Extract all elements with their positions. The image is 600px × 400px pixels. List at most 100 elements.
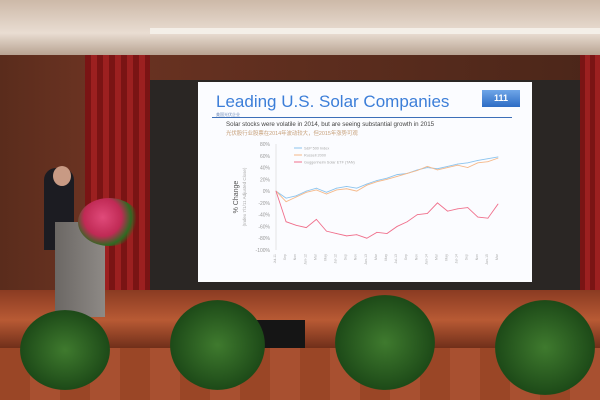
x-tick-label: Sep	[283, 254, 287, 260]
y-axis-sublabel: (Index 7/1/11 Adjusted Close)	[242, 167, 247, 226]
data-point	[426, 165, 428, 167]
data-point	[467, 167, 469, 168]
data-point	[305, 191, 307, 193]
series-line	[275, 157, 499, 203]
x-tick-label: Mar	[495, 253, 499, 260]
x-tick-label: May	[445, 254, 449, 261]
y-tick-label: 40%	[260, 166, 271, 172]
y-tick-label: -80%	[258, 236, 270, 242]
x-tick-label: May	[384, 254, 388, 261]
data-point	[437, 202, 438, 204]
curtain-right	[580, 55, 600, 290]
data-point	[386, 177, 388, 179]
flower-arrangement	[78, 198, 140, 246]
data-point	[497, 203, 499, 205]
data-point	[487, 217, 489, 219]
slide-title-cn: 美国光伏企业	[216, 112, 240, 117]
x-tick-label: Jan-15	[485, 254, 489, 265]
data-point	[346, 235, 348, 237]
data-point	[487, 161, 489, 163]
data-point	[386, 233, 388, 234]
data-point	[396, 175, 398, 177]
plant	[335, 295, 435, 390]
data-point	[346, 188, 348, 190]
data-point	[356, 234, 358, 236]
y-tick-label: 60%	[260, 154, 271, 160]
data-point	[467, 162, 469, 164]
data-point	[366, 237, 368, 239]
legend-label: Russell 2000	[304, 154, 326, 158]
data-point	[437, 168, 438, 170]
data-point	[386, 178, 388, 180]
data-point	[336, 233, 337, 234]
data-point	[356, 187, 358, 189]
data-point	[426, 213, 428, 214]
data-point	[336, 187, 337, 189]
data-point	[295, 196, 297, 198]
data-point	[326, 230, 327, 232]
data-point	[487, 158, 489, 160]
data-point	[315, 189, 317, 191]
data-point	[326, 193, 327, 195]
data-point	[295, 224, 297, 226]
data-point	[336, 189, 337, 191]
x-tick-label: Sep	[465, 254, 469, 260]
data-point	[346, 186, 348, 187]
x-tick-label: Mar	[374, 253, 378, 260]
x-tick-label: Sep	[344, 254, 348, 260]
ceiling	[0, 0, 600, 55]
data-point	[447, 167, 448, 168]
x-tick-label: Jan-13	[364, 254, 368, 265]
x-tick-label: Mar	[434, 253, 438, 260]
data-point	[305, 227, 307, 229]
logo: 111	[482, 90, 520, 107]
legend-label: Guggenheim Solar ETF (TAN)	[304, 161, 356, 165]
plant	[495, 300, 595, 395]
presentation-slide: Leading U.S. Solar Companies 美国光伏企业 111 …	[198, 82, 532, 282]
data-point	[416, 170, 418, 171]
data-point	[477, 162, 479, 164]
x-tick-label: Nov	[354, 254, 358, 260]
data-point	[295, 195, 297, 197]
line-chart: 80%60%40%20%0%-20%-40%-60%-80%-100%Jul-1…	[233, 142, 499, 265]
x-tick-label: Nov	[293, 254, 297, 260]
x-tick-label: Nov	[414, 254, 418, 260]
data-point	[366, 184, 368, 186]
x-tick-label: May	[323, 254, 327, 261]
data-point	[376, 181, 378, 183]
data-point	[477, 160, 479, 161]
y-tick-label: -40%	[258, 213, 270, 219]
data-point	[326, 191, 327, 193]
x-tick-label: Sep	[404, 254, 408, 260]
data-point	[457, 163, 459, 165]
x-tick-label: Jan-14	[424, 254, 428, 265]
title-divider	[212, 117, 512, 118]
data-point	[376, 231, 378, 233]
series-line	[275, 190, 499, 239]
data-point	[437, 169, 438, 171]
speaker-head	[53, 166, 71, 186]
data-point	[447, 165, 448, 167]
y-tick-label: -60%	[258, 224, 270, 230]
data-point	[457, 208, 459, 210]
data-point	[315, 218, 317, 220]
slide-subtitle-cn: 光伏股行业股票在2014年波动较大，但2015年涨势可观	[226, 131, 358, 137]
slide-title: Leading U.S. Solar Companies	[216, 92, 450, 111]
slide-subtitle: Solar stocks were volatile in 2014, but …	[226, 121, 435, 128]
y-tick-label: 0%	[263, 189, 271, 195]
x-tick-label: Mar	[313, 253, 317, 260]
legend-label: S&P 500 Index	[304, 147, 329, 151]
y-axis-label: % Change	[233, 181, 240, 214]
ceiling-light	[150, 28, 600, 34]
x-tick-label: Jul-13	[394, 254, 398, 264]
data-point	[497, 156, 499, 158]
data-point	[477, 216, 479, 218]
x-tick-label: Jul-11	[273, 254, 277, 263]
data-point	[467, 207, 469, 208]
data-point	[416, 214, 418, 216]
plant	[170, 300, 265, 390]
y-tick-label: -20%	[258, 201, 270, 207]
x-tick-label: Jul-14	[455, 254, 459, 264]
plant	[20, 310, 110, 390]
y-tick-label: 20%	[260, 177, 271, 183]
